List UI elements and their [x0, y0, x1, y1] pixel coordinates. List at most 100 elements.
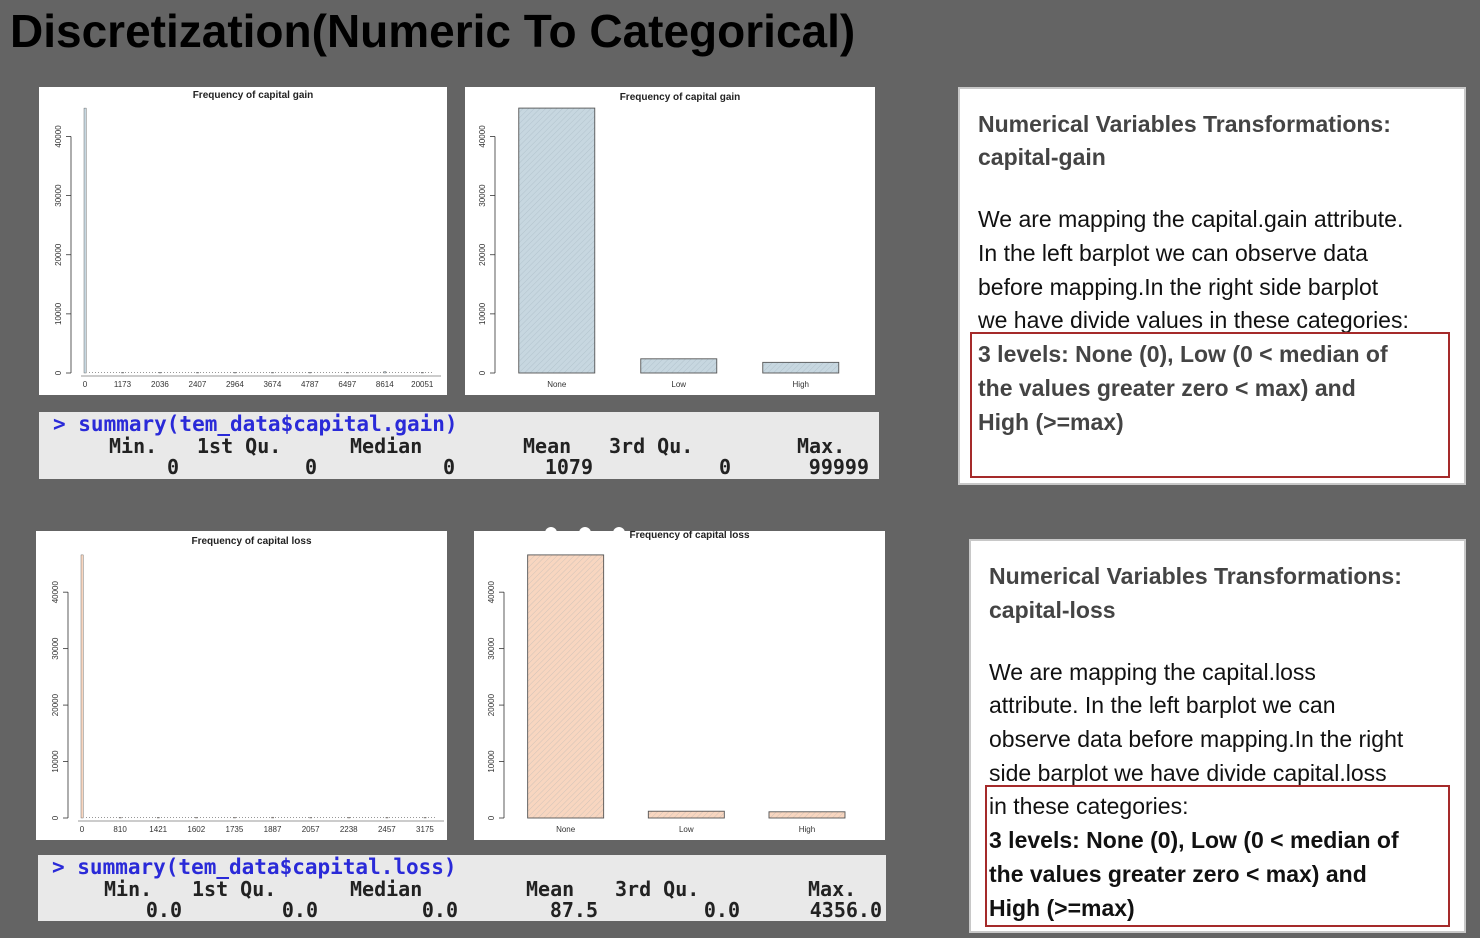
capital-loss-description-panel: Numerical Variables Transformations: cap… [969, 539, 1466, 933]
summary-header-min: Min. [104, 877, 153, 901]
y-tick-label: 30000 [478, 184, 487, 207]
panel-title-line1: Numerical Variables Transformations: [989, 563, 1402, 589]
summary-value-max: 99999 [808, 455, 869, 479]
x-tick-label: 2238 [340, 825, 358, 834]
x-tick-label: 3674 [263, 380, 281, 389]
slide-title: Discretization(Numeric To Categorical) [10, 5, 856, 57]
panel-title-line2: capital-loss [989, 597, 1116, 623]
bar [768, 811, 846, 819]
y-tick-label: 30000 [51, 637, 60, 660]
bar [83, 107, 87, 374]
summary-header-max: Max. [797, 434, 846, 458]
x-tick-label: 1173 [114, 380, 132, 389]
summary-value-median: 0.0 [421, 898, 458, 921]
levels-line3: High (>=max) [978, 409, 1124, 435]
x-tick-label: 20051 [411, 380, 434, 389]
bar [233, 372, 237, 374]
y-tick-label: 0 [51, 815, 60, 820]
bar [762, 361, 840, 374]
panel-body-line3: observe data before mapping.In the right [989, 726, 1404, 752]
y-tick-label: 0 [478, 370, 487, 375]
slide-dots-icon [545, 527, 625, 539]
capital-loss-summary-console: > summary(tem_data$capital.loss) Min. 1s… [38, 855, 886, 921]
capital-gain-raw-plot-area: Frequency of capital gain 0 10000 20000 3000… [54, 90, 441, 389]
chart-title: Frequency of capital gain [193, 90, 314, 101]
summary-header-q1: 1st Qu. [192, 877, 277, 901]
summary-header-q3: 3rd Qu. [615, 877, 700, 901]
summary-value-max: 4356.0 [809, 898, 882, 921]
x-tick-label: High [799, 825, 815, 834]
bar [383, 371, 387, 374]
x-tick-label: 2457 [378, 825, 396, 834]
levels-highlight-box [985, 785, 1450, 927]
x-tick-label: 6497 [338, 380, 356, 389]
bar [518, 107, 596, 374]
y-tick-label: 40000 [54, 125, 63, 148]
bar [527, 554, 605, 819]
x-tick-label: 1735 [226, 825, 244, 834]
bar [347, 817, 351, 819]
y-tick-label: 30000 [487, 637, 496, 660]
capital-gain-raw-histogram: Frequency of capital gain 0 10000 20000 3000… [39, 87, 447, 395]
x-tick-label: 2057 [302, 825, 320, 834]
y-tick-label: 30000 [54, 184, 63, 207]
levels-line1: 3 levels: None (0), Low (0 < median of [978, 341, 1388, 367]
summary-value-min: 0.0 [145, 898, 182, 921]
y-tick-label: 10000 [487, 750, 496, 773]
y-tick-label: 10000 [51, 750, 60, 773]
levels-line3: High (>=max) [989, 895, 1135, 921]
summary-header-mean: Mean [523, 434, 572, 458]
x-tick-label: Low [679, 825, 694, 834]
summary-header-min: Min. [109, 434, 158, 458]
capital-gain-description-panel: Numerical Variables Transformations: cap… [958, 87, 1466, 485]
chart-title: Frequency of capital gain [620, 92, 741, 103]
console-command: > summary(tem_data$capital.gain) [53, 412, 458, 436]
x-tick-label: 810 [113, 825, 127, 834]
levels-line2: the values greater zero < max) and [989, 861, 1367, 887]
panel-title-line2: capital-gain [978, 144, 1106, 170]
y-tick-label: 40000 [51, 580, 60, 603]
capital-loss-raw-plot-area: Frequency of capital loss 0 10000 20000 3000… [51, 536, 444, 834]
summary-header-q1: 1st Qu. [197, 434, 282, 458]
summary-value-q3: 0.0 [703, 898, 740, 921]
y-tick-label: 40000 [478, 125, 487, 148]
capital-loss-categorical-barplot: Frequency of capital loss 0 10000 20000 3000… [474, 531, 885, 840]
summary-header-q3: 3rd Qu. [609, 434, 694, 458]
y-tick-label: 20000 [51, 693, 60, 716]
x-tick-label: 2964 [226, 380, 244, 389]
capital-gain-categorical-plot-area: Frequency of capital gain 0 10000 20000 3000… [478, 92, 840, 389]
capital-gain-summary-console: > summary(tem_data$capital.gain) Min. 1s… [39, 412, 879, 479]
summary-header-median: Median [350, 877, 423, 901]
x-tick-label: 8614 [376, 380, 394, 389]
panel-body-line5: in these categories: [989, 793, 1189, 819]
x-tick-label: 0 [83, 380, 88, 389]
summary-value-mean: 87.5 [549, 898, 598, 921]
summary-value-median: 0 [442, 455, 455, 479]
panel-body-line2: In the left barplot we can observe data [978, 240, 1368, 266]
bar [640, 358, 718, 374]
x-tick-label: None [556, 825, 576, 834]
x-tick-label: 0 [80, 825, 85, 834]
panel-body-line4: we have divide values in these categorie… [978, 307, 1409, 333]
levels-line2: the values greater zero < max) and [978, 375, 1356, 401]
y-tick-label: 20000 [54, 243, 63, 266]
summary-value-mean: 1079 [544, 455, 593, 479]
y-tick-label: 20000 [487, 693, 496, 716]
x-tick-label: Low [671, 380, 686, 389]
x-tick-label: 1602 [187, 825, 205, 834]
bar [647, 810, 725, 819]
y-tick-label: 10000 [54, 302, 63, 325]
levels-highlight-box [970, 332, 1450, 478]
panel-body-line1: We are mapping the capital.loss [989, 659, 1316, 685]
bar [158, 372, 162, 374]
bar [80, 554, 84, 819]
levels-line1: 3 levels: None (0), Low (0 < median of [989, 827, 1399, 853]
panel-body-line1: We are mapping the capital.gain attribut… [978, 206, 1404, 232]
y-tick-label: 0 [54, 370, 63, 375]
y-tick-label: 40000 [487, 580, 496, 603]
summary-header-mean: Mean [526, 877, 575, 901]
summary-value-q3: 0 [718, 455, 731, 479]
summary-value-min: 0 [166, 455, 179, 479]
capital-gain-categorical-barplot: Frequency of capital gain 0 10000 20000 3000… [465, 87, 875, 395]
x-tick-label: 2407 [189, 380, 207, 389]
